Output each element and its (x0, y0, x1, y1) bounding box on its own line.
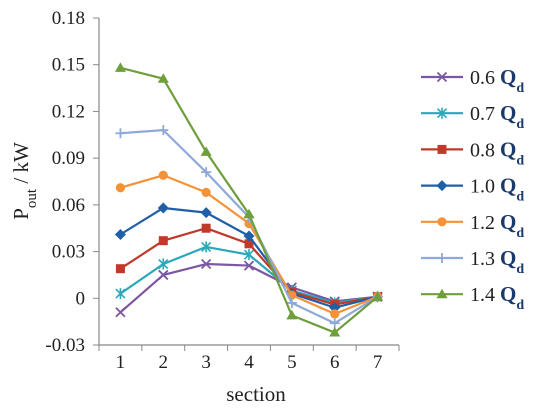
legend-q-sub: d (516, 225, 524, 240)
legend-label: 1.0 Qd (470, 174, 524, 205)
data-point (243, 208, 255, 219)
legend-entry: 0.8 Qd (421, 137, 524, 168)
data-point (157, 202, 169, 214)
legend-q: Q (500, 246, 516, 270)
y-tick-label: 0.06 (52, 195, 85, 216)
legend-label: 0.6 Qd (470, 65, 524, 96)
legend-marker (436, 288, 448, 299)
legend-q: Q (500, 282, 516, 306)
legend-marker (436, 180, 448, 192)
legend-entry: 1.3 Qd (421, 246, 524, 277)
legend-label: 1.2 Qd (470, 210, 524, 241)
y-tick-label: 0.03 (52, 242, 85, 263)
x-tick-label: 5 (287, 352, 297, 373)
legend: 0.6 Qd 0.7 Qd 0.8 Qd 1.0 Qd 1.2 Qd 1.3 Qd 1.4 … (421, 65, 524, 313)
y-tick-label: 0.18 (52, 8, 85, 29)
legend-q: Q (500, 101, 516, 125)
y-axis-title-sub: out (24, 188, 40, 208)
data-point (372, 291, 384, 301)
data-point (286, 309, 298, 320)
legend-q-sub: d (516, 262, 524, 277)
data-point (114, 62, 126, 72)
data-point (158, 236, 168, 246)
legend-q-sub: d (516, 189, 524, 204)
data-point (158, 258, 169, 270)
data-point (329, 318, 340, 329)
plot-area (99, 18, 399, 345)
y-tick-label: 0 (76, 288, 86, 309)
legend-marker (436, 71, 448, 83)
legend-q: Q (500, 137, 516, 161)
data-point (329, 327, 341, 337)
data-point (114, 228, 126, 240)
x-tick-label: 1 (116, 352, 126, 373)
x-tick-label: 2 (159, 352, 169, 373)
legend-label: 1.3 Qd (470, 246, 524, 277)
legend-label: 0.7 Qd (470, 101, 524, 132)
legend-label: 1.4 Qd (470, 282, 524, 313)
legend-entry: 1.2 Qd (421, 210, 524, 241)
data-point (201, 258, 212, 270)
x-tick-label: 7 (373, 352, 383, 373)
legend-marker (437, 144, 447, 154)
data-point (115, 183, 126, 193)
y-tick-label: 0.15 (52, 55, 85, 76)
legend-marker (437, 217, 447, 227)
y-tick-label: -0.03 (45, 335, 85, 356)
axes: -0.03 0 0.03 0.06 0.09 0.12 0.15 0.18 1 2 3 4 5 6 7 (45, 8, 400, 373)
x-tick-label: 3 (201, 352, 211, 373)
series-layer (114, 62, 384, 337)
legend-entry: 0.7 Qd (421, 101, 524, 132)
y-tick-label: 0.09 (52, 148, 85, 169)
data-point (286, 297, 297, 308)
legend-entry: 0.6 Qd (421, 65, 524, 96)
plot-background (99, 18, 399, 345)
x-tick-label: 6 (330, 352, 340, 373)
data-point (200, 146, 212, 156)
legend-q: Q (500, 210, 516, 234)
legend-q: Q (500, 174, 516, 198)
data-point (157, 73, 169, 83)
legend-q-sub: d (516, 117, 524, 132)
legend-q: Q (500, 65, 516, 89)
legend-entry: 1.0 Qd (421, 174, 524, 205)
legend-q-sub: d (516, 298, 524, 313)
data-point (243, 249, 255, 261)
data-point (158, 125, 169, 136)
data-point (201, 167, 212, 178)
data-point (243, 230, 255, 242)
x-tick-label: 4 (244, 352, 254, 373)
y-axis-title: Pout / kW (9, 142, 40, 220)
data-point (158, 170, 168, 180)
data-point (201, 187, 211, 197)
data-point (243, 260, 255, 271)
legend-marker (437, 253, 447, 263)
data-point (158, 269, 169, 281)
data-point (201, 241, 212, 253)
data-point (115, 307, 126, 318)
legend-q-sub: d (516, 153, 524, 168)
data-point (115, 288, 126, 300)
x-axis-title: section (226, 382, 286, 406)
y-axis-title-main: P (9, 208, 33, 220)
data-point (200, 207, 212, 219)
series-1-4 (114, 62, 384, 337)
data-point (115, 128, 126, 139)
y-tick-label: 0.12 (52, 101, 85, 122)
data-point (201, 223, 211, 233)
legend-marker (436, 107, 448, 119)
legend-entry: 1.4 Qd (421, 282, 524, 313)
data-point (115, 264, 125, 274)
legend-label: 0.8 Qd (470, 137, 524, 168)
legend-q-sub: d (516, 81, 524, 96)
data-point (330, 309, 340, 319)
y-axis-title-unit: / kW (9, 142, 33, 189)
data-point (244, 239, 254, 249)
